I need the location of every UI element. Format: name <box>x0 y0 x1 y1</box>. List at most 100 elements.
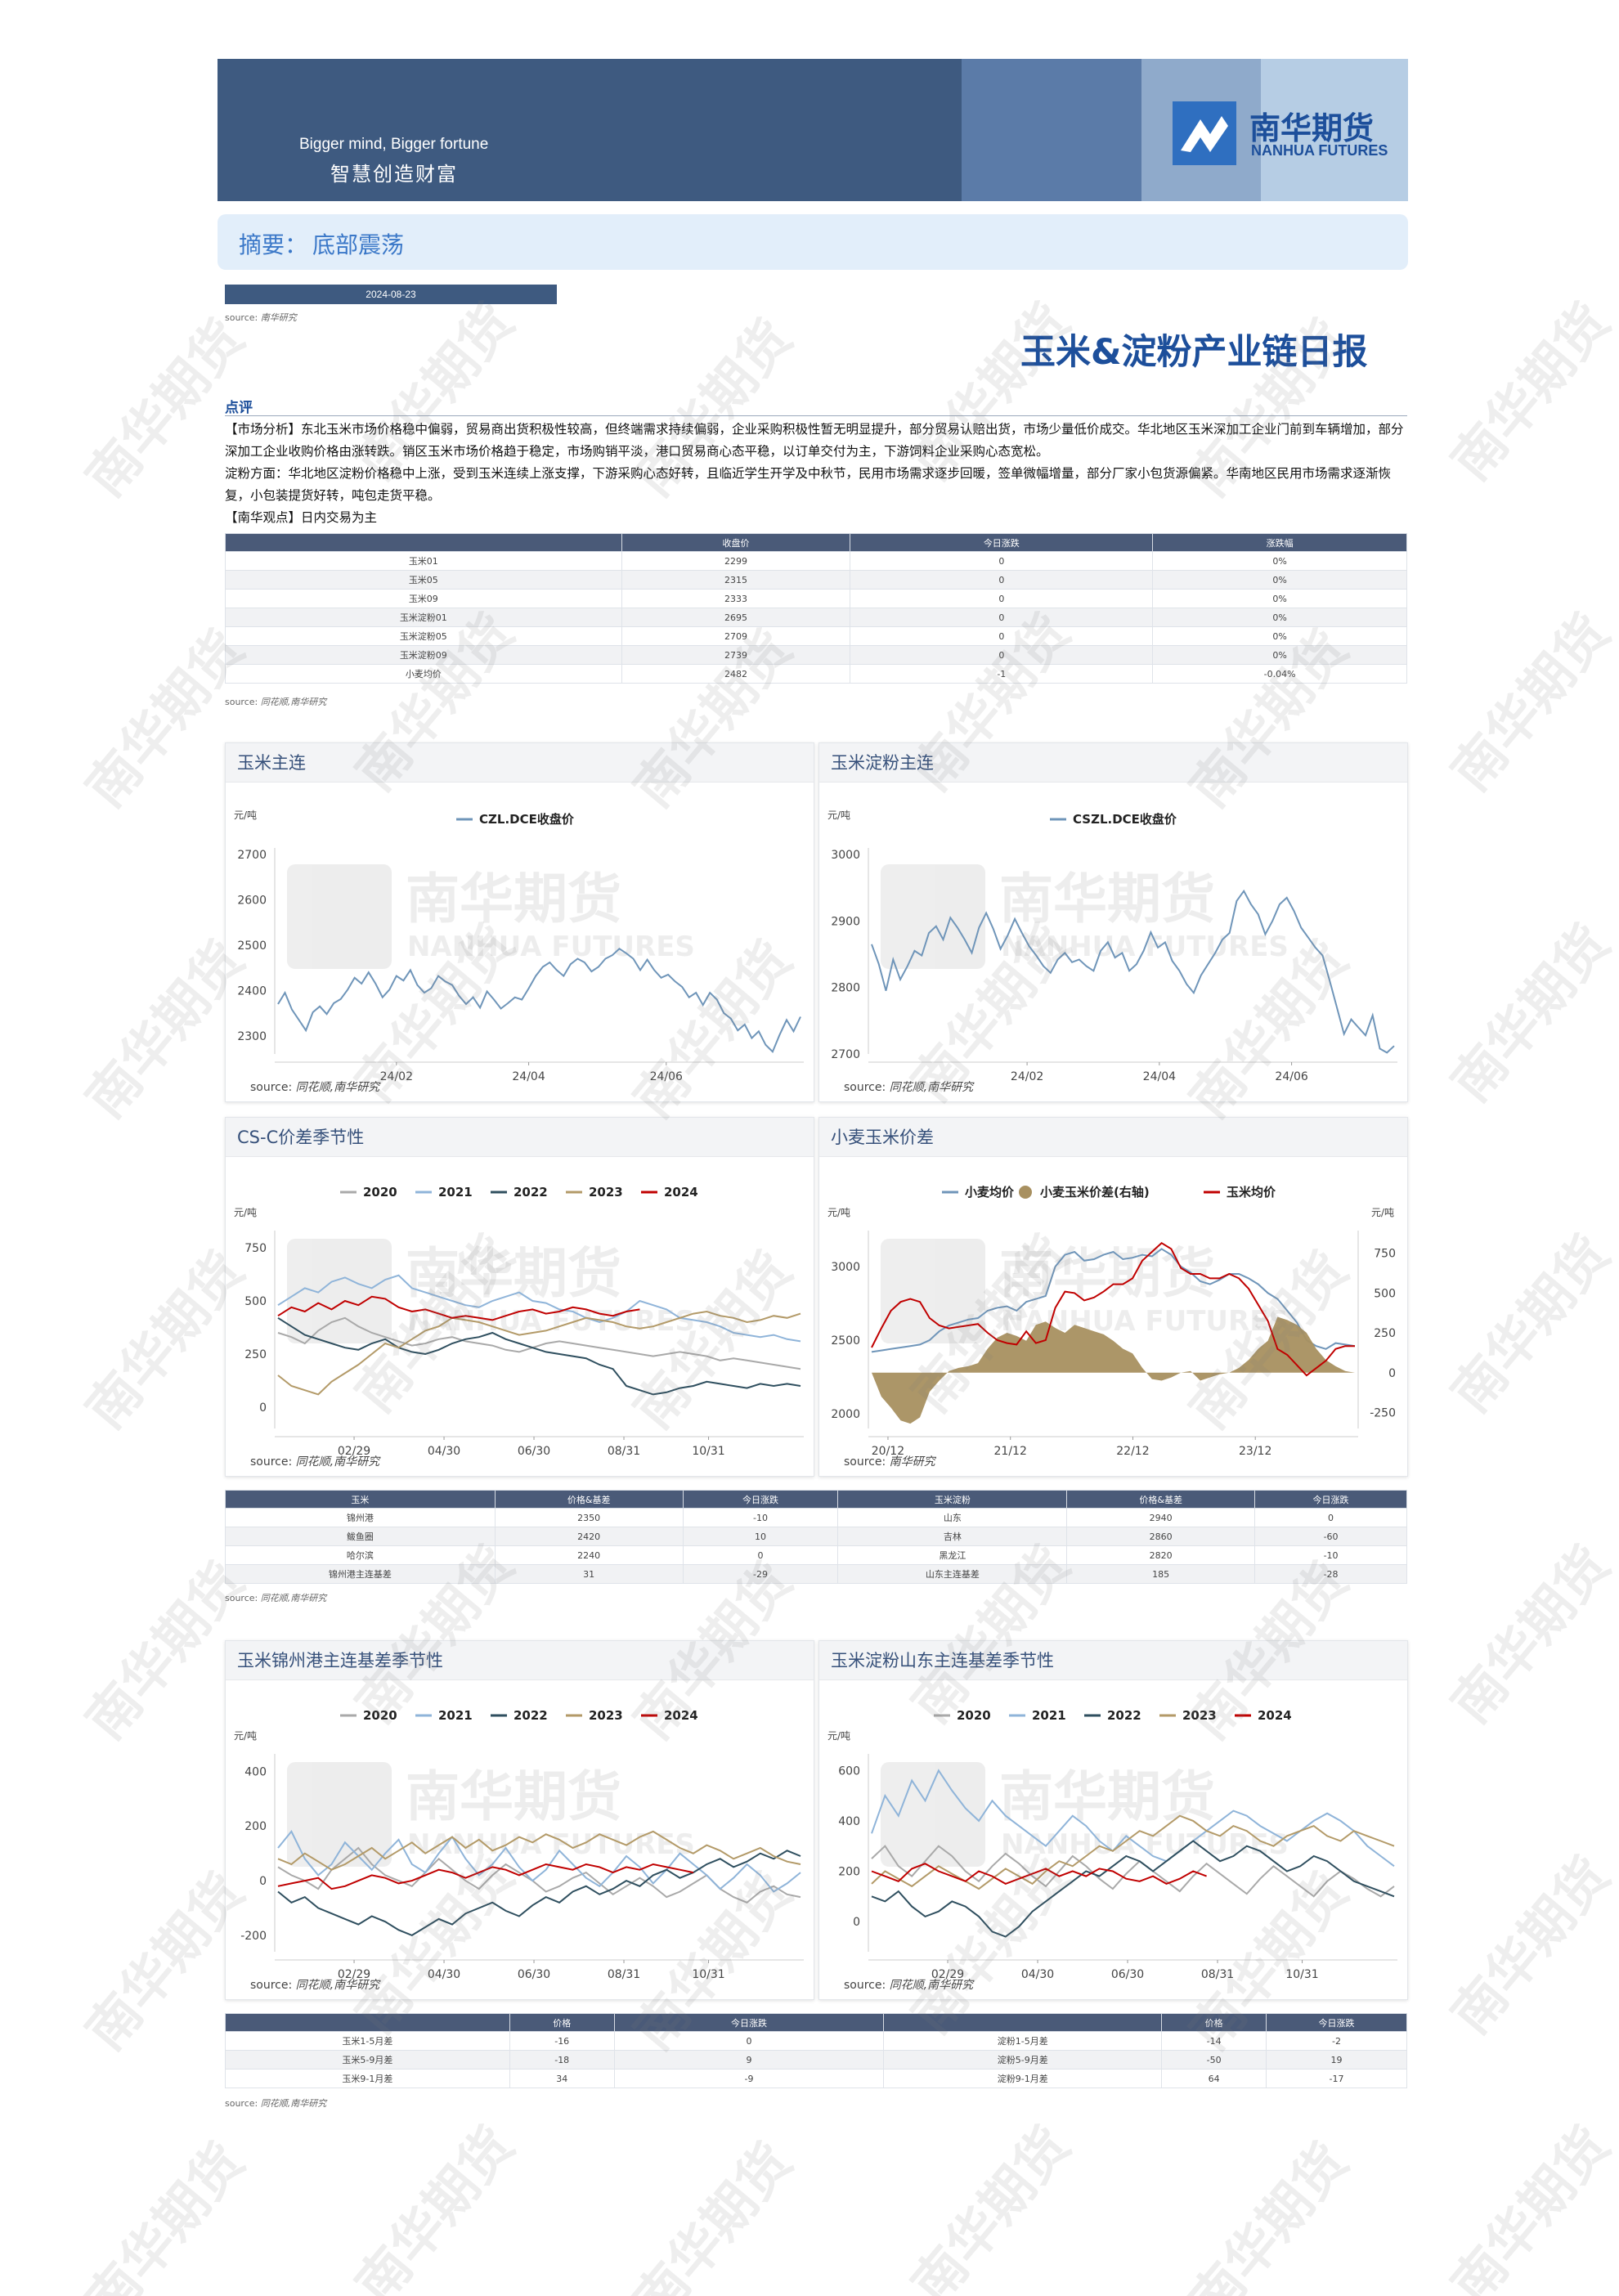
watermark-text: 南华期货 <box>1440 1536 1619 1735</box>
y-tick-label: 400 <box>244 1765 267 1778</box>
watermark-text: 南华期货 <box>1440 2116 1619 2296</box>
chart-panel-wheat-corn-spread: 小麦玉米价差 南华期货 NANHUA FUTURES 元/吨 2000 2500 3000… <box>818 1117 1408 1477</box>
source-note: source: 同花顺,南华研究 <box>225 1593 327 1603</box>
chart-source: source: 同花顺,南华研究 <box>844 1979 974 1992</box>
series-line-2021 <box>277 1830 801 1893</box>
table-cell: 0 <box>850 551 1154 571</box>
series-line-2023 <box>871 1814 1395 1890</box>
x-tick-label: 10/31 <box>692 1445 724 1458</box>
chart-source: source: 同花顺,南华研究 <box>250 1979 380 1992</box>
legend-item: 2021 <box>415 1185 473 1200</box>
slogan-english: Bigger mind, Bigger fortune <box>299 136 489 153</box>
chart-title: 玉米淀粉山东主连基差季节性 <box>819 1641 1407 1680</box>
series-line-2020 <box>277 1316 801 1370</box>
legend-label: 2023 <box>589 1708 623 1723</box>
y-axis-unit: 元/吨 <box>827 1207 850 1218</box>
x-tick-label: 04/30 <box>428 1968 460 1981</box>
x-tick-label: 08/31 <box>608 1445 640 1458</box>
table-row: 小麦均价 2482 -1 -0.04% <box>225 664 1407 684</box>
x-tick-label: 06/30 <box>1111 1968 1144 1981</box>
y-tick-label: 2500 <box>831 1334 860 1348</box>
x-tick-label: 24/06 <box>650 1070 683 1083</box>
watermark-text: 南华期货 <box>74 2132 257 2296</box>
table-header: 今日涨跌 <box>682 1490 839 1509</box>
y-tick-label: 600 <box>838 1765 860 1778</box>
series-line-小麦均价 <box>871 1248 1356 1353</box>
y-axis-unit: 元/吨 <box>234 1730 257 1742</box>
table-header <box>225 2013 510 2032</box>
table-row: 玉米1-5月差 -16 0 淀粉1-5月差 -14 -2 <box>225 2031 1407 2051</box>
x-tick-label: 08/31 <box>1201 1968 1234 1981</box>
table-cell: 0% <box>1152 551 1407 571</box>
watermark-text: 南华期货 <box>406 1765 621 1828</box>
legend-item: 2021 <box>1009 1708 1066 1723</box>
table-cell: 0 <box>850 570 1154 590</box>
table-cell: -0.04% <box>1152 664 1407 684</box>
commentary-paragraph: 【市场分析】东北玉米市场价格稳中偏弱，贸易商出货积极性较高，但终端需求持续偏弱，… <box>225 422 1404 459</box>
table-cell: -14 <box>1161 2031 1267 2051</box>
series-line-2022 <box>277 1316 801 1396</box>
table-header: 玉米淀粉 <box>837 1490 1068 1509</box>
table-cell: 0% <box>1152 626 1407 646</box>
table-cell: 淀粉1-5月差 <box>883 2031 1163 2051</box>
table-cell: 0% <box>1152 608 1407 627</box>
y-tick-label: 2600 <box>237 894 267 907</box>
table-cell: 2333 <box>621 589 851 608</box>
commentary-text: 【市场分析】东北玉米市场价格稳中偏弱，贸易商出货积极性较高，但终端需求持续偏弱，… <box>225 419 1407 529</box>
series-line-CZL.DCE收盘价 <box>277 948 801 1053</box>
table-header: 价格&基差 <box>1066 1490 1256 1509</box>
table-header: 今日涨跌 <box>1254 1490 1407 1509</box>
table-cell: 9 <box>613 2050 885 2070</box>
table-cell: 64 <box>1161 2069 1267 2088</box>
table-cell: 0 <box>850 645 1154 665</box>
table-row: 玉米5-9月差 -18 9 淀粉5-9月差 -50 19 <box>225 2050 1407 2070</box>
watermark-text: 南华期货 <box>1440 914 1619 1114</box>
table-row: 玉米05 2315 0 0% <box>225 570 1407 590</box>
table-row: 锦州港主连基差 31 -29 山东主连基差 185 -28 <box>225 1564 1407 1584</box>
table-cell: 2860 <box>1066 1527 1256 1546</box>
table-cell: 185 <box>1066 1564 1256 1584</box>
summary-label: 摘要： <box>239 231 308 258</box>
slogan-chinese: 智慧创造财富 <box>330 163 458 186</box>
table-cell: 玉米5-9月差 <box>225 2050 510 2070</box>
y-tick-label: 2300 <box>237 1030 267 1043</box>
table-cell: 2739 <box>621 645 851 665</box>
legend-label: CSZL.DCE收盘价 <box>1073 812 1177 827</box>
x-tick-label: 06/30 <box>518 1968 550 1981</box>
y2-tick-label: -250 <box>1370 1407 1396 1420</box>
table-row: 玉米淀粉01 2695 0 0% <box>225 608 1407 627</box>
table-header: 涨跌幅 <box>1152 533 1407 552</box>
legend-item: 2021 <box>415 1708 473 1723</box>
table-header: 今日涨跌 <box>613 2013 885 2032</box>
legend-label: 小麦玉米价差(右轴) <box>1040 1185 1150 1200</box>
chart-source: source: 同花顺,南华研究 <box>250 1455 380 1469</box>
table-cell: 锦州港 <box>225 1508 496 1527</box>
y2-tick-label: 750 <box>1374 1248 1396 1261</box>
table-cell: 0 <box>850 589 1154 608</box>
table-cell: -2 <box>1266 2031 1407 2051</box>
x-tick-label: 10/31 <box>692 1968 724 1981</box>
legend-item: 玉米均价 <box>1204 1185 1276 1200</box>
legend-label: CZL.DCE收盘价 <box>479 812 575 827</box>
commentary-label: 点评 <box>225 400 253 416</box>
table-cell: 0 <box>613 2031 885 2051</box>
table-row: 哈尔滨 2240 0 黑龙江 2820 -10 <box>225 1545 1407 1565</box>
watermark-text: 南华期货 <box>999 868 1215 931</box>
y-tick-label: 400 <box>838 1815 860 1828</box>
table-cell: 锦州港主连基差 <box>225 1564 496 1584</box>
table-cell: 玉米淀粉01 <box>225 608 622 627</box>
nanhua-logo-icon <box>1173 101 1236 165</box>
y-tick-label: 500 <box>244 1295 267 1308</box>
y2-tick-label: 500 <box>1374 1287 1396 1300</box>
summary-bar: 摘要： 底部震荡 <box>218 214 1408 270</box>
watermark-text: NANHUA FUTURES <box>407 1828 695 1861</box>
chart-source: source: 同花顺,南华研究 <box>844 1081 974 1094</box>
source-note: source: 南华研究 <box>225 312 297 323</box>
table-header: 收盘价 <box>621 533 851 552</box>
table-cell: 2350 <box>494 1508 684 1527</box>
